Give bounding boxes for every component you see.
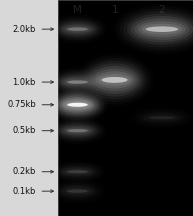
Ellipse shape [58, 184, 97, 199]
Ellipse shape [93, 69, 137, 91]
Ellipse shape [102, 77, 128, 83]
Ellipse shape [55, 72, 100, 92]
Ellipse shape [46, 86, 109, 124]
Ellipse shape [60, 124, 95, 137]
Ellipse shape [146, 26, 178, 32]
Ellipse shape [75, 52, 154, 107]
Ellipse shape [53, 163, 102, 181]
Text: 1: 1 [111, 5, 118, 15]
Ellipse shape [120, 8, 193, 50]
Ellipse shape [58, 74, 97, 90]
Ellipse shape [60, 23, 95, 36]
Ellipse shape [60, 185, 95, 197]
Ellipse shape [137, 110, 187, 125]
Text: 0.75kb: 0.75kb [7, 100, 36, 109]
Ellipse shape [84, 61, 146, 99]
Ellipse shape [55, 122, 100, 140]
Ellipse shape [67, 190, 88, 193]
Ellipse shape [58, 165, 97, 178]
Ellipse shape [55, 19, 100, 39]
Ellipse shape [48, 15, 107, 43]
Ellipse shape [65, 169, 90, 175]
Ellipse shape [58, 21, 97, 37]
Text: 0.5kb: 0.5kb [13, 126, 36, 135]
Ellipse shape [62, 99, 93, 111]
Text: 1.0kb: 1.0kb [13, 78, 36, 87]
Text: 0.2kb: 0.2kb [13, 167, 36, 176]
Ellipse shape [58, 123, 97, 138]
Text: M: M [73, 5, 82, 15]
Ellipse shape [78, 55, 151, 105]
Ellipse shape [62, 77, 93, 87]
Ellipse shape [51, 119, 104, 143]
Ellipse shape [62, 168, 93, 176]
Ellipse shape [55, 182, 100, 200]
Ellipse shape [67, 129, 88, 132]
Ellipse shape [53, 71, 102, 93]
Text: 0.1kb: 0.1kb [13, 187, 36, 196]
Ellipse shape [124, 11, 193, 48]
Ellipse shape [62, 186, 93, 196]
Ellipse shape [58, 95, 97, 114]
Ellipse shape [53, 181, 102, 202]
Ellipse shape [116, 6, 193, 52]
Ellipse shape [51, 90, 104, 120]
Text: 2.0kb: 2.0kb [13, 25, 36, 34]
Ellipse shape [143, 113, 181, 122]
Ellipse shape [51, 16, 104, 42]
Ellipse shape [62, 126, 93, 135]
Ellipse shape [65, 79, 90, 86]
Ellipse shape [53, 18, 102, 40]
Ellipse shape [65, 127, 90, 134]
Ellipse shape [134, 109, 190, 127]
Ellipse shape [67, 27, 88, 31]
Ellipse shape [60, 166, 95, 177]
Ellipse shape [53, 120, 102, 141]
Ellipse shape [149, 116, 175, 119]
Ellipse shape [60, 76, 95, 89]
Ellipse shape [60, 97, 95, 113]
Ellipse shape [142, 24, 182, 35]
Ellipse shape [67, 80, 88, 84]
Ellipse shape [51, 69, 104, 95]
Ellipse shape [131, 16, 193, 42]
Ellipse shape [90, 66, 140, 94]
Ellipse shape [146, 114, 178, 121]
Ellipse shape [127, 13, 193, 45]
Ellipse shape [53, 91, 102, 118]
Ellipse shape [48, 117, 107, 144]
Ellipse shape [65, 101, 90, 109]
Ellipse shape [48, 68, 107, 96]
Ellipse shape [55, 164, 100, 179]
Ellipse shape [81, 58, 148, 102]
Ellipse shape [48, 88, 107, 122]
Ellipse shape [87, 63, 142, 97]
Ellipse shape [51, 161, 104, 182]
Ellipse shape [67, 170, 88, 173]
Ellipse shape [138, 21, 186, 37]
Ellipse shape [62, 24, 93, 34]
Ellipse shape [65, 26, 90, 33]
Ellipse shape [67, 103, 88, 107]
Ellipse shape [96, 71, 134, 89]
Ellipse shape [98, 74, 131, 86]
Ellipse shape [140, 111, 184, 124]
Text: 2: 2 [159, 5, 165, 15]
Ellipse shape [65, 188, 90, 194]
Ellipse shape [55, 93, 100, 116]
Ellipse shape [134, 19, 190, 40]
